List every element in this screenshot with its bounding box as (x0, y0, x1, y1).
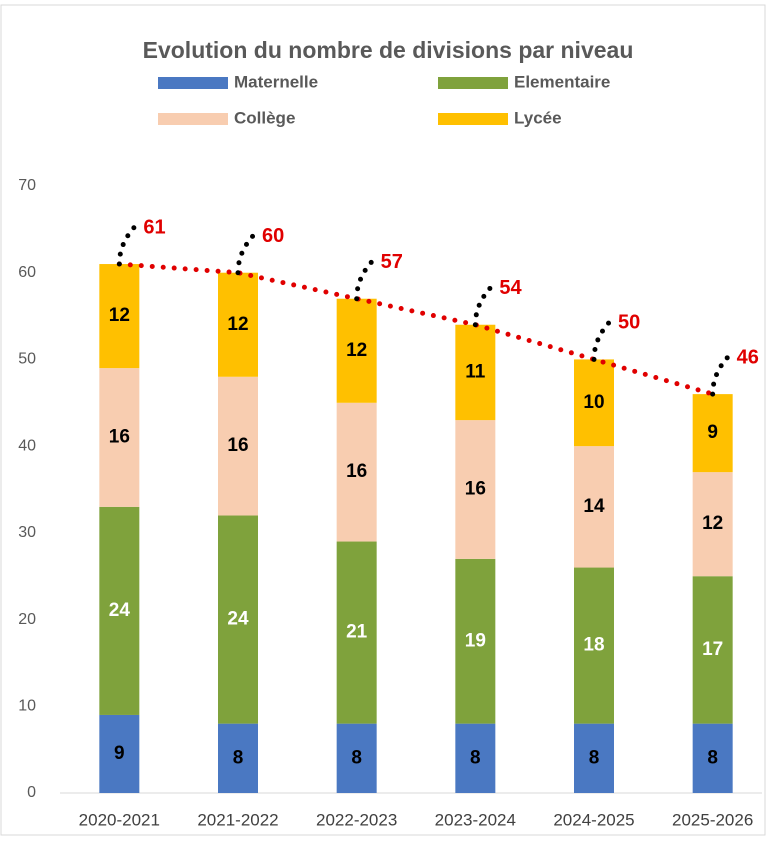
total-label: 57 (381, 251, 403, 273)
bar-segment (99, 264, 140, 369)
total-label: 61 (143, 216, 165, 238)
bar-segment (574, 359, 614, 447)
chart-title: Evolution du nombre de divisions par niv… (143, 37, 634, 63)
bar-segment (218, 515, 258, 724)
data-label: 8 (589, 747, 600, 768)
y-tick-label: 20 (18, 611, 36, 628)
y-tick-label: 70 (18, 177, 36, 194)
legend-swatch (438, 77, 508, 89)
data-label: 10 (583, 392, 604, 413)
bar-segment (99, 368, 140, 507)
bar-segment (692, 723, 733, 793)
data-label: 9 (114, 743, 125, 764)
leader-line (116, 221, 140, 267)
data-label: 8 (351, 747, 362, 768)
legend-swatch (158, 113, 228, 125)
legend-label: Elementaire (514, 72, 610, 91)
bar-segment (455, 723, 496, 793)
data-label: 12 (227, 314, 248, 335)
bar-segment (692, 472, 733, 577)
data-label: 11 (465, 361, 486, 382)
bar-segment (336, 723, 377, 793)
bar-segment (99, 714, 140, 793)
x-tick-label: 2023-2024 (435, 810, 516, 829)
x-tick-label: 2021-2022 (197, 810, 278, 829)
bar-segment (455, 324, 496, 421)
legend-swatch (158, 77, 228, 89)
y-tick-label: 0 (27, 784, 36, 801)
data-label: 8 (470, 747, 481, 768)
total-label: 50 (618, 312, 640, 334)
bar-segment (218, 723, 258, 793)
legend-label: Lycée (514, 108, 562, 127)
data-label: 24 (227, 609, 249, 630)
bar-segment (455, 558, 496, 724)
y-tick-label: 10 (18, 698, 36, 715)
bar-segment (99, 506, 140, 715)
y-tick-label: 50 (18, 351, 36, 368)
bar-segment (336, 298, 377, 403)
leader-line (235, 230, 259, 276)
bar-segment (336, 402, 377, 542)
total-line (116, 261, 716, 397)
data-label: 12 (346, 340, 367, 361)
total-label: 60 (262, 225, 284, 247)
data-label: 21 (346, 622, 368, 643)
bar-segment (574, 446, 614, 568)
leader-line (591, 316, 615, 362)
leader-line (710, 351, 734, 397)
leader-line (354, 256, 378, 302)
legend-label: Maternelle (234, 72, 318, 91)
total-label: 46 (737, 346, 759, 368)
data-label: 19 (465, 630, 486, 651)
data-label: 17 (702, 639, 723, 660)
x-tick-label: 2020-2021 (79, 810, 160, 829)
total-label: 54 (499, 277, 522, 299)
bar-segment (574, 723, 614, 793)
data-label: 14 (583, 496, 605, 517)
data-label: 24 (109, 600, 131, 621)
legend-label: Collège (234, 108, 295, 127)
x-tick-label: 2024-2025 (553, 810, 634, 829)
y-tick-label: 60 (18, 264, 36, 281)
x-tick-label: 2025-2026 (672, 810, 753, 829)
data-label: 12 (702, 513, 723, 534)
data-label: 8 (707, 747, 718, 768)
data-label: 16 (465, 479, 486, 500)
bar-segment (336, 541, 377, 724)
y-tick-label: 40 (18, 437, 36, 454)
data-label: 12 (109, 305, 130, 326)
bar-segment (218, 272, 258, 377)
data-label: 16 (109, 426, 130, 447)
bar-segment (455, 420, 496, 559)
data-label: 8 (233, 747, 244, 768)
data-label: 9 (707, 422, 718, 443)
bar-segment (574, 567, 614, 724)
x-tick-label: 2022-2023 (316, 810, 397, 829)
bar-segment (692, 576, 733, 724)
data-label: 18 (583, 635, 604, 656)
bar-segment (218, 376, 258, 516)
bar-segment (692, 394, 733, 473)
data-label: 16 (346, 461, 367, 482)
leader-line (472, 282, 496, 328)
y-tick-label: 30 (18, 524, 36, 541)
data-label: 16 (227, 435, 248, 456)
legend-swatch (438, 113, 508, 125)
